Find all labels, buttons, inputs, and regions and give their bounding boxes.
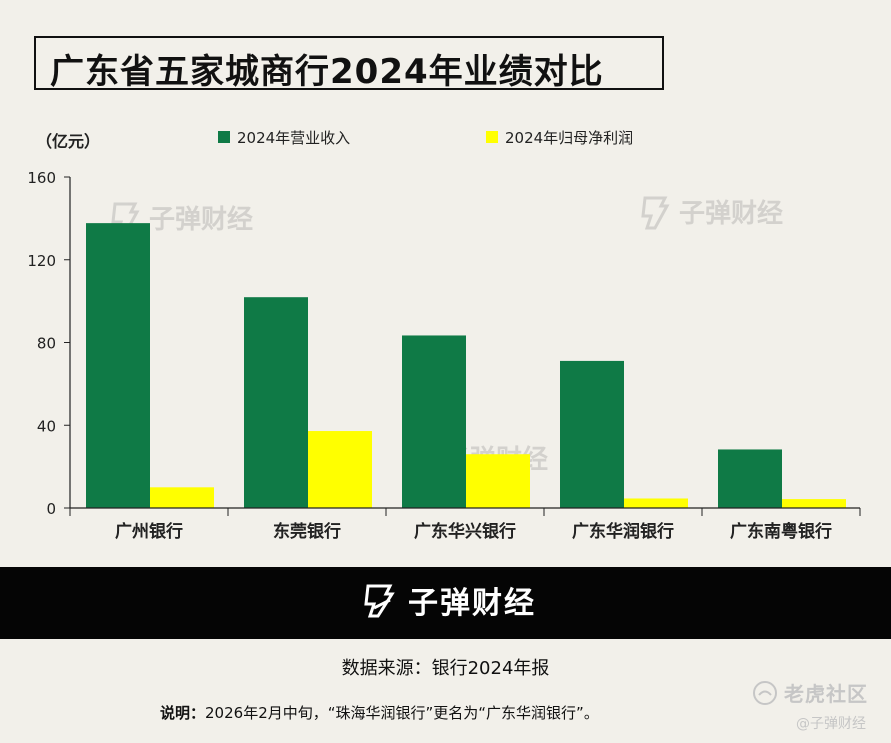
note-label: 说明： <box>160 704 206 722</box>
bar-revenue <box>86 223 150 508</box>
bar-profit <box>466 454 530 508</box>
x-tick-label: 广东华润银行 <box>572 521 674 542</box>
watermark: 子弹财经 <box>111 202 253 236</box>
x-tick-label: 广东华兴银行 <box>414 521 516 542</box>
title-box: 广东省五家城商行2024年业绩对比 <box>34 36 664 92</box>
bar-revenue <box>718 449 782 508</box>
bar-revenue <box>560 360 624 508</box>
tiger-text: 老虎社区 <box>784 682 868 706</box>
data-source: 数据来源：银行2024年报 <box>341 658 550 679</box>
bar-profit <box>624 498 688 508</box>
tiger-logo-icon <box>753 680 777 705</box>
bar-revenue <box>402 335 466 508</box>
legend-label: 2024年归母净利润 <box>505 129 633 147</box>
page-title: 广东省五家城商行2024年业绩对比 <box>50 52 604 92</box>
y-tick-label: 120 <box>27 252 56 270</box>
note: 说明：2026年2月中旬，“珠海华润银行”更名为“广东华润银行”。 <box>160 702 599 723</box>
legend-swatch <box>218 131 230 143</box>
watermark-text: 子弹财经 <box>149 204 253 235</box>
bar-profit <box>150 487 214 508</box>
legend-swatch <box>486 131 498 143</box>
watermark-icon <box>641 196 670 230</box>
y-tick-label: 40 <box>37 417 56 435</box>
x-tick-label: 广东南粤银行 <box>730 521 832 542</box>
legend-label: 2024年营业收入 <box>237 129 350 147</box>
footer-logo: 子弹财经 <box>360 578 536 622</box>
y-tick-label: 80 <box>37 335 56 353</box>
watermark-text: 子弹财经 <box>679 198 783 229</box>
note-text: 2026年2月中旬，“珠海华润银行”更名为“广东华润银行”。 <box>205 704 599 722</box>
tiger-community-watermark: 老虎社区 <box>752 678 868 707</box>
y-tick-label: 160 <box>27 169 56 187</box>
bullet-logo-icon <box>364 584 395 618</box>
bar-chart: 子弹财经子弹财经子弹财经04080120160（亿元）2024年营业收入2024… <box>27 129 861 542</box>
x-tick-label: 东莞银行 <box>273 521 341 542</box>
x-tick-label: 广州银行 <box>115 521 183 542</box>
y-axis-label: （亿元） <box>36 132 100 151</box>
watermark: 子弹财经 <box>641 196 783 230</box>
tiger-sub-text: @子弹财经 <box>796 716 866 732</box>
footer-logo-text: 子弹财经 <box>408 586 536 621</box>
y-tick-label: 0 <box>46 500 56 518</box>
bar-profit <box>782 499 846 508</box>
footer-band <box>0 567 891 639</box>
bar-revenue <box>244 297 308 508</box>
bar-profit <box>308 431 372 508</box>
